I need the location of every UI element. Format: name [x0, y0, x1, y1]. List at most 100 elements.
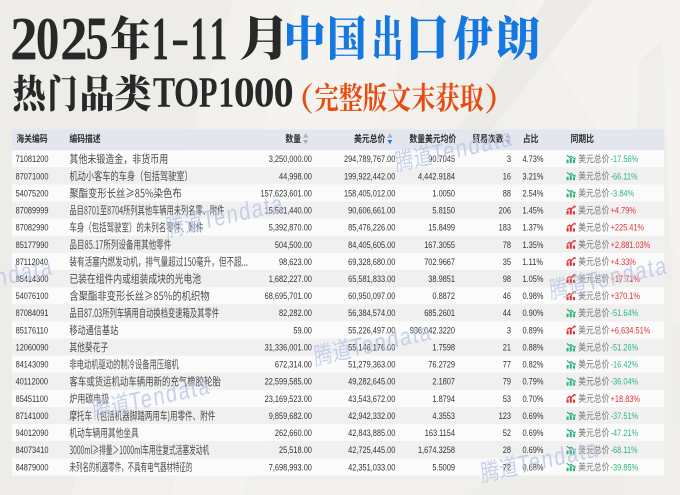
- svg-text:+6,634.51%: +6,634.51%: [611, 324, 651, 335]
- svg-text:94012090: 94012090: [16, 427, 49, 438]
- svg-text:0.68%: 0.68%: [522, 461, 543, 472]
- svg-text:43,543,672.00: 43,543,672.00: [348, 393, 396, 404]
- svg-text:44,998.00: 44,998.00: [279, 170, 312, 181]
- svg-text:87071000: 87071000: [16, 170, 49, 181]
- svg-text:78: 78: [503, 239, 511, 250]
- svg-text:672,314.00: 672,314.00: [275, 359, 312, 370]
- svg-text:1.35%: 1.35%: [522, 239, 543, 250]
- svg-text:46: 46: [503, 290, 511, 301]
- svg-text:42,725,445.00: 42,725,445.00: [348, 444, 396, 455]
- svg-text:0.79%: 0.79%: [522, 376, 543, 387]
- svg-text:84143090: 84143090: [16, 359, 49, 370]
- svg-text:84879000: 84879000: [16, 461, 49, 472]
- svg-text:-39.85%: -39.85%: [611, 461, 639, 472]
- svg-text:4,442.9184: 4,442.9184: [418, 170, 455, 181]
- svg-text:206: 206: [499, 205, 512, 216]
- svg-text:35: 35: [503, 256, 511, 267]
- svg-text:55,146,176.00: 55,146,176.00: [348, 342, 396, 353]
- svg-text:90.7045: 90.7045: [428, 153, 455, 164]
- svg-text:49,282,645.00: 49,282,645.00: [348, 376, 396, 387]
- svg-text:54076100: 54076100: [16, 290, 49, 301]
- svg-text:0.88%: 0.88%: [522, 342, 543, 353]
- svg-text:+4.33%: +4.33%: [611, 256, 637, 267]
- svg-text:65,581,833.00: 65,581,833.00: [348, 273, 396, 284]
- svg-text:2.54%: 2.54%: [522, 187, 543, 198]
- svg-text:71081200: 71081200: [16, 153, 49, 164]
- svg-text:0.70%: 0.70%: [522, 393, 543, 404]
- svg-text:-3.84%: -3.84%: [611, 187, 635, 198]
- svg-text:-47.21%: -47.21%: [611, 427, 639, 438]
- svg-text:1.0050: 1.0050: [432, 187, 455, 198]
- svg-text:68,695,701.00: 68,695,701.00: [265, 290, 313, 301]
- svg-text:15.8499: 15.8499: [428, 222, 455, 233]
- svg-text:79: 79: [503, 376, 511, 387]
- svg-text:294,789,767.00: 294,789,767.00: [344, 153, 396, 164]
- svg-text:44: 44: [503, 307, 511, 318]
- svg-text:40112000: 40112000: [16, 376, 49, 387]
- svg-text:123: 123: [499, 410, 512, 421]
- svg-text:702.9667: 702.9667: [424, 256, 455, 267]
- svg-text:98,623.00: 98,623.00: [279, 256, 312, 267]
- svg-text:3: 3: [507, 153, 511, 164]
- svg-text:1.7598: 1.7598: [432, 342, 455, 353]
- svg-text:-37.51%: -37.51%: [611, 410, 639, 421]
- svg-text:9,859,682.00: 9,859,682.00: [269, 410, 312, 421]
- svg-text:16: 16: [503, 170, 511, 181]
- svg-text:84,405,605.00: 84,405,605.00: [348, 239, 396, 250]
- svg-text:52: 52: [503, 427, 511, 438]
- svg-text:1.37%: 1.37%: [522, 222, 543, 233]
- svg-text:3,250,000.00: 3,250,000.00: [269, 153, 312, 164]
- svg-text:23,169,523.00: 23,169,523.00: [265, 393, 313, 404]
- svg-text:38.9851: 38.9851: [428, 273, 455, 284]
- svg-text:-51.26%: -51.26%: [611, 342, 639, 353]
- svg-text:4.73%: 4.73%: [522, 153, 543, 164]
- svg-text:0.82%: 0.82%: [522, 359, 543, 370]
- svg-text:59.00: 59.00: [293, 324, 312, 335]
- svg-text:1.05%: 1.05%: [522, 273, 543, 284]
- svg-text:53: 53: [503, 393, 511, 404]
- svg-text:5.5009: 5.5009: [432, 461, 455, 472]
- svg-text:54075200: 54075200: [16, 187, 49, 198]
- svg-text:5.8150: 5.8150: [432, 205, 455, 216]
- svg-text:28: 28: [503, 444, 511, 455]
- svg-text:85177990: 85177990: [16, 239, 49, 250]
- svg-text:-17.56%: -17.56%: [611, 153, 639, 164]
- svg-text:1,682,227.00: 1,682,227.00: [269, 273, 312, 284]
- svg-text:+2,881.03%: +2,881.03%: [611, 239, 651, 250]
- svg-text:25,518.00: 25,518.00: [279, 444, 312, 455]
- svg-text:-51.64%: -51.64%: [611, 307, 639, 318]
- svg-text:88: 88: [503, 187, 511, 198]
- svg-text:87141000: 87141000: [16, 410, 49, 421]
- svg-text:0.8872: 0.8872: [432, 290, 455, 301]
- svg-text:+4.79%: +4.79%: [611, 205, 637, 216]
- svg-text:0.98%: 0.98%: [522, 290, 543, 301]
- svg-text:+225.41%: +225.41%: [611, 222, 645, 233]
- svg-text:21: 21: [503, 342, 511, 353]
- svg-text:90,606,661.00: 90,606,661.00: [348, 205, 396, 216]
- svg-text:1.11%: 1.11%: [522, 256, 543, 267]
- svg-text:+18.83%: +18.83%: [611, 393, 641, 404]
- svg-text:5,392,870.00: 5,392,870.00: [269, 222, 312, 233]
- svg-text:-66.11%: -66.11%: [611, 170, 638, 181]
- svg-text:157,623,601.00: 157,623,601.00: [261, 187, 313, 198]
- svg-text:0.69%: 0.69%: [522, 444, 543, 455]
- svg-text:98: 98: [503, 273, 511, 284]
- svg-text:85414300: 85414300: [16, 273, 49, 284]
- svg-text:76.2729: 76.2729: [428, 359, 455, 370]
- svg-text:3: 3: [507, 324, 511, 335]
- svg-text:69,328,680.00: 69,328,680.00: [348, 256, 396, 267]
- svg-text:0.90%: 0.90%: [522, 307, 543, 318]
- svg-text:15,581,440.00: 15,581,440.00: [265, 205, 313, 216]
- svg-text:12060090: 12060090: [16, 342, 49, 353]
- svg-text:1.8794: 1.8794: [432, 393, 455, 404]
- svg-text:82,282.00: 82,282.00: [279, 307, 312, 318]
- svg-text:-36.04%: -36.04%: [611, 376, 639, 387]
- svg-text:85,476,226.00: 85,476,226.00: [348, 222, 396, 233]
- svg-text:87084091: 87084091: [16, 307, 49, 318]
- svg-text:7,698,993.00: 7,698,993.00: [269, 461, 312, 472]
- svg-text:85176110: 85176110: [16, 324, 49, 335]
- svg-text:163.1154: 163.1154: [425, 427, 456, 438]
- svg-text:-68.11%: -68.11%: [611, 444, 638, 455]
- svg-text:87082990: 87082990: [16, 222, 49, 233]
- svg-text:51,279,363.00: 51,279,363.00: [348, 359, 396, 370]
